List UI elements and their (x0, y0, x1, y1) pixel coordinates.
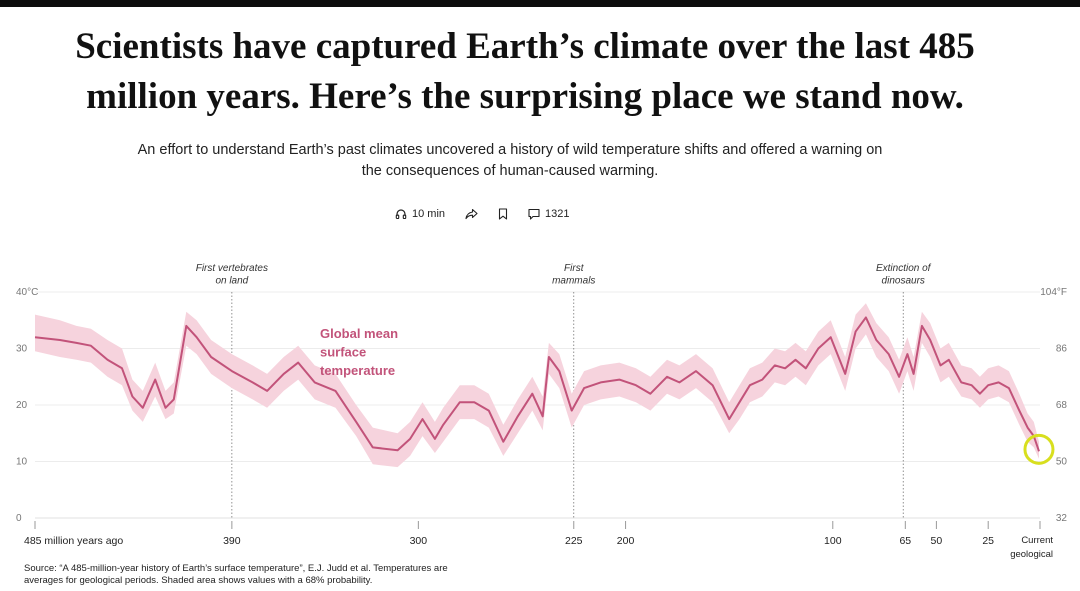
source-note: Source: “A 485-million-year history of E… (24, 563, 544, 587)
headphones-icon (395, 209, 407, 220)
y-tick-label-left: 40°C (16, 287, 38, 298)
y-tick-label-right: 68 (1056, 400, 1068, 411)
x-tick-label: 200 (617, 535, 635, 547)
annotation-label: First (564, 263, 585, 274)
x-tick-label: 225 (565, 535, 583, 547)
temperature-line (34, 316, 1040, 452)
x-tick-label: 485 million years ago (24, 535, 123, 547)
x-tick-label: 390 (223, 535, 241, 547)
source-line-2: averages for geological periods. Shaded … (24, 575, 373, 586)
listen-button[interactable]: 10 min (395, 208, 445, 220)
listen-duration: 10 min (412, 208, 446, 220)
series-label: temperature (320, 363, 395, 378)
top-bar (0, 0, 1080, 7)
annotation-label: mammals (552, 276, 595, 287)
annotation-label: Extinction of (876, 263, 932, 274)
share-icon (465, 208, 478, 220)
comment-icon (528, 208, 540, 220)
subheadline: An effort to understand Earth’s past cli… (100, 140, 920, 182)
comments-count: 1321 (545, 208, 570, 220)
y-tick-label-left: 20 (16, 400, 28, 411)
current-stage-highlight (1023, 433, 1055, 465)
series-label: Global mean (320, 326, 398, 341)
bookmark-icon (498, 208, 508, 220)
headline-line-2: million years. Here’s the surprising pla… (86, 76, 964, 117)
x-tick-label: 25 (982, 535, 994, 547)
x-tick-label: 300 (410, 535, 428, 547)
x-tick-label: 100 (824, 535, 842, 547)
x-tick-label: Current (1021, 535, 1053, 546)
y-tick-label-right: 104°F (1040, 287, 1067, 298)
y-tick-label-left: 30 (16, 344, 28, 355)
annotation-label: dinosaurs (882, 276, 925, 287)
x-tick-label: geological (1010, 549, 1053, 560)
y-tick-label-right: 50 (1056, 457, 1068, 468)
temperature-chart: 0 10 20 30 40°C 32 50 68 86 104°F First vertebrate… (16, 263, 1068, 560)
headline-line-1: Scientists have captured Earth’s climate… (75, 26, 975, 67)
annotation-label: First vertebrates (196, 263, 268, 274)
y-tick-label-left: 10 (16, 457, 28, 468)
y-tick-label-right: 86 (1056, 344, 1068, 355)
subheadline-line-2: the consequences of human-caused warming… (361, 163, 659, 179)
subheadline-line-1: An effort to understand Earth’s past cli… (137, 142, 883, 158)
x-tick-label: 65 (899, 535, 911, 547)
series-label: surface (320, 345, 366, 360)
x-tick-label: 50 (931, 535, 943, 547)
headline: Scientists have captured Earth’s climate… (20, 22, 1030, 122)
share-button[interactable] (465, 208, 478, 220)
bookmark-button[interactable] (498, 208, 508, 220)
comments-button[interactable]: 1321 (528, 208, 570, 220)
uncertainty-band (35, 303, 1039, 468)
article-toolbar: 10 min 1321 (395, 205, 570, 223)
y-tick-label-left: 0 (16, 513, 22, 524)
annotation-label: on land (215, 276, 248, 287)
y-tick-label-right: 32 (1056, 513, 1068, 524)
source-line-1: Source: “A 485-million-year history of E… (24, 563, 448, 574)
